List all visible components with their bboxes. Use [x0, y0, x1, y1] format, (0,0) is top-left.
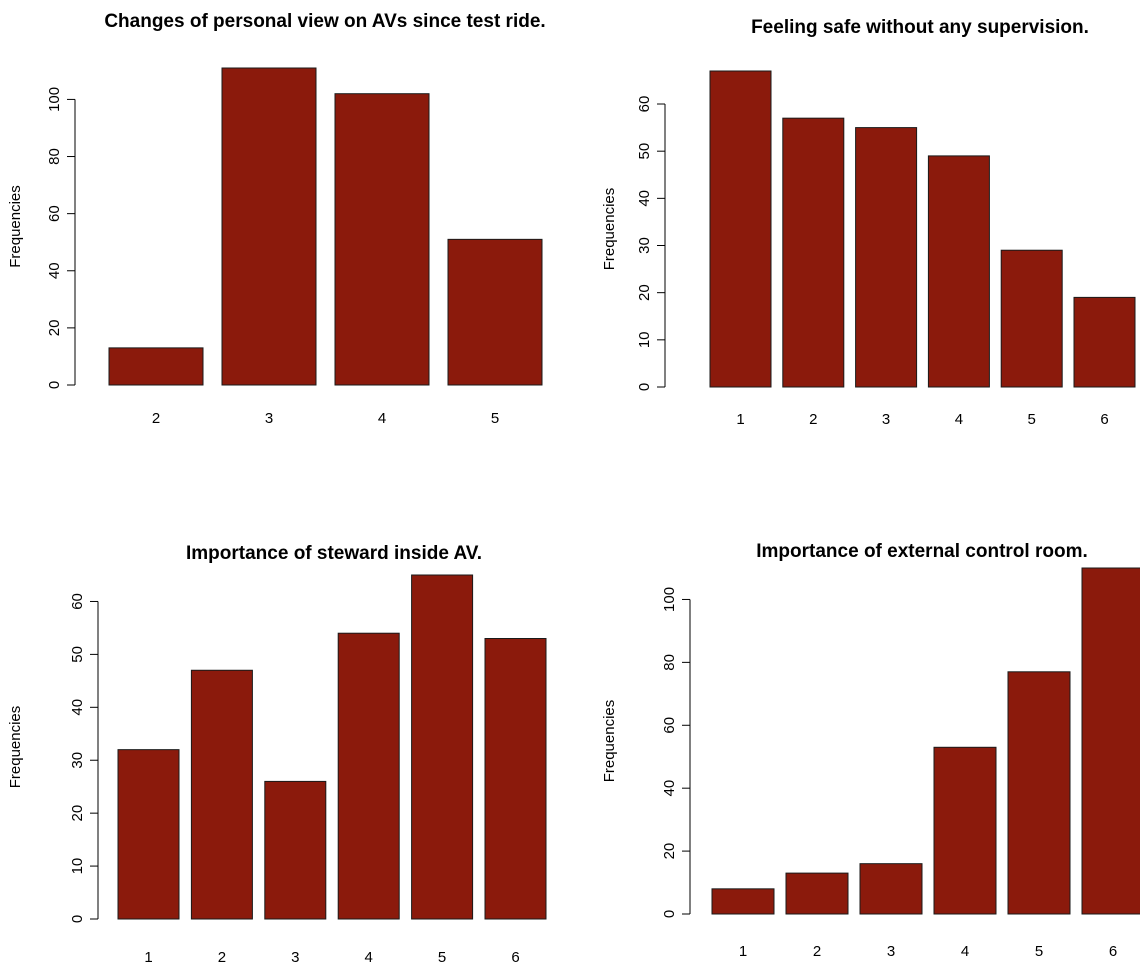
x-tick-label: 3 — [882, 411, 890, 428]
x-tick-label: 2 — [152, 410, 160, 427]
y-tick-label: 10 — [69, 858, 86, 875]
x-tick-label: 5 — [491, 410, 499, 427]
x-tick-label: 4 — [365, 949, 373, 966]
y-tick-label: 60 — [636, 96, 653, 113]
x-tick-label: 3 — [265, 410, 273, 427]
x-tick-label: 6 — [1109, 943, 1117, 960]
x-tick-label: 4 — [955, 411, 963, 428]
y-tick-label: 40 — [69, 699, 86, 716]
y-tick-label: 20 — [46, 320, 63, 337]
x-tick-label: 5 — [1028, 411, 1036, 428]
chart-title: Feeling safe without any supervision. — [751, 17, 1089, 38]
y-tick-label: 60 — [661, 717, 678, 734]
y-tick-label: 20 — [636, 284, 653, 301]
bar-6 — [1081, 567, 1140, 915]
bar-6 — [1073, 296, 1136, 388]
bar-3 — [221, 67, 317, 386]
y-tick-label: 30 — [636, 237, 653, 254]
y-tick-label: 20 — [661, 843, 678, 860]
x-tick-label: 1 — [736, 411, 744, 428]
bar-2 — [785, 872, 849, 915]
y-tick-label: 50 — [636, 143, 653, 160]
bar-5 — [411, 574, 474, 920]
y-axis-label: Frequencies — [7, 185, 24, 268]
y-tick-label: 0 — [661, 910, 678, 918]
y-tick-label: 0 — [46, 381, 63, 389]
y-tick-label: 60 — [46, 205, 63, 222]
y-tick-label: 80 — [46, 148, 63, 165]
x-tick-label: 3 — [887, 943, 895, 960]
x-tick-label: 2 — [813, 943, 821, 960]
x-tick-label: 4 — [961, 943, 969, 960]
bar-3 — [264, 780, 327, 920]
bar-6 — [484, 638, 547, 920]
x-tick-label: 3 — [291, 949, 299, 966]
x-tick-label: 6 — [1100, 411, 1108, 428]
y-axis-label: Frequencies — [7, 706, 24, 789]
y-tick-label: 30 — [69, 752, 86, 769]
y-tick-label: 0 — [636, 383, 653, 391]
bar-4 — [933, 746, 997, 915]
chart-4: Importance of external control room. 0 20 4… — [601, 541, 1140, 960]
chart-title: Importance of external control room. — [756, 541, 1088, 562]
y-axis-label: Frequencies — [601, 700, 618, 783]
x-tick-label: 2 — [809, 411, 817, 428]
chart-2: Feeling safe without any supervision. 0 10… — [601, 17, 1136, 428]
y-tick-label: 60 — [69, 593, 86, 610]
y-tick-label: 80 — [661, 654, 678, 671]
bar-4 — [334, 93, 430, 386]
bar-4 — [337, 632, 400, 920]
bar-2 — [190, 669, 253, 920]
bar-3 — [859, 863, 923, 915]
x-tick-label: 1 — [739, 943, 747, 960]
bar-2 — [108, 347, 204, 386]
x-tick-label: 1 — [144, 949, 152, 966]
bar-5 — [447, 238, 543, 386]
y-tick-label: 40 — [46, 262, 63, 279]
y-tick-label: 100 — [661, 587, 678, 612]
bar-1 — [711, 888, 775, 915]
y-tick-label: 100 — [46, 87, 63, 112]
bar-1 — [117, 749, 180, 920]
chart-title: Changes of personal view on AVs since te… — [104, 11, 545, 32]
bar-4 — [927, 155, 990, 388]
x-tick-label: 5 — [1035, 943, 1043, 960]
bar-2 — [782, 117, 845, 388]
chart-1: Changes of personal view on AVs since te… — [7, 11, 546, 427]
chart-3: Importance of steward inside AV. 0 10 20 30 4… — [7, 543, 547, 966]
y-tick-label: 40 — [636, 190, 653, 207]
bar-1 — [709, 70, 772, 388]
y-tick-label: 50 — [69, 646, 86, 663]
x-tick-label: 2 — [218, 949, 226, 966]
y-tick-label: 40 — [661, 780, 678, 797]
x-tick-label: 4 — [378, 410, 386, 427]
y-tick-label: 20 — [69, 805, 86, 822]
y-axis-label: Frequencies — [601, 188, 618, 271]
y-tick-label: 0 — [69, 915, 86, 923]
y-tick-label: 10 — [636, 331, 653, 348]
bar-5 — [1007, 671, 1071, 915]
x-tick-label: 6 — [511, 949, 519, 966]
bar-3 — [855, 127, 918, 388]
chart-title: Importance of steward inside AV. — [186, 543, 482, 564]
bar-5 — [1000, 249, 1063, 388]
x-tick-label: 5 — [438, 949, 446, 966]
